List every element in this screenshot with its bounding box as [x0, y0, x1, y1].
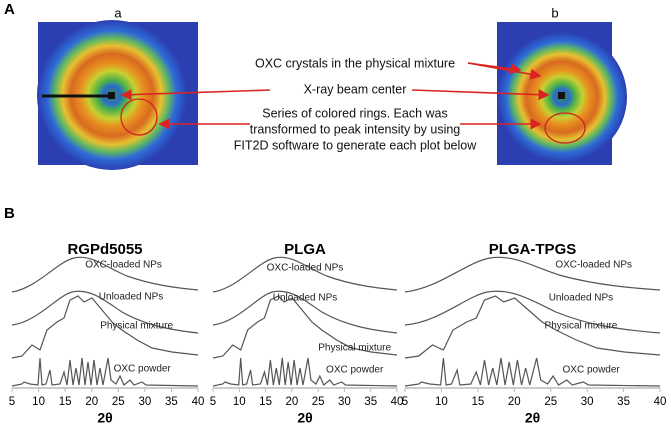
- x-tick-label: 5: [210, 396, 216, 408]
- curve-label: Physical mixture: [100, 321, 173, 332]
- xrd-curve: [404, 357, 661, 387]
- x-tick-label: 40: [391, 396, 404, 408]
- x-tick-label: 20: [508, 396, 521, 408]
- image-label: b: [551, 5, 558, 20]
- x-tick-label: 15: [59, 396, 72, 408]
- image-label: a: [114, 5, 122, 20]
- x-tick-label: 15: [471, 396, 484, 408]
- annotation: Series of colored rings. Each was: [262, 106, 448, 120]
- curve-label: Physical mixture: [318, 343, 391, 354]
- panel-label: B: [4, 205, 15, 222]
- x-tick-label: 25: [312, 396, 325, 408]
- x-axis-label: 2θ: [525, 410, 540, 425]
- x-tick-label: 10: [32, 396, 45, 408]
- beam-center: [558, 92, 565, 99]
- annotation: transformed to peak intensity by using: [250, 122, 461, 136]
- ring-highlight: [544, 112, 586, 144]
- x-tick-label: 25: [544, 396, 557, 408]
- curve-label: OXC-loaded NPs: [85, 260, 162, 271]
- x-axis-label: 2θ: [97, 410, 112, 425]
- x-tick-label: 10: [233, 396, 246, 408]
- x-tick-label: 40: [654, 396, 667, 408]
- curve-label: Unloaded NPs: [273, 293, 337, 304]
- xrd-plots: RGPd5055 OXC-loaded NPs Unloaded NPs Physic…: [9, 241, 667, 426]
- annotation: FIT2D software to generate each plot bel…: [234, 138, 477, 152]
- arrows: [120, 62, 550, 130]
- curve-label: OXC-loaded NPs: [267, 263, 344, 274]
- curve-label: Unloaded NPs: [549, 293, 613, 304]
- x-tick-label: 35: [617, 396, 630, 408]
- ring-highlight: [120, 98, 158, 136]
- plot-title: PLGA: [284, 241, 326, 258]
- curve-label: OXC powder: [563, 365, 621, 376]
- x-tick-label: 40: [192, 396, 205, 408]
- curve-label: OXC powder: [114, 364, 172, 375]
- x-tick-label: 20: [285, 396, 298, 408]
- x-tick-label: 10: [435, 396, 448, 408]
- xrd-curve: [404, 290, 661, 334]
- x-tick-label: 35: [165, 396, 178, 408]
- x-tick-label: 25: [112, 396, 125, 408]
- x-tick-label: 20: [85, 396, 98, 408]
- x-tick-label: 5: [9, 396, 15, 408]
- x-tick-label: 30: [138, 396, 151, 408]
- x-tick-label: 35: [364, 396, 377, 408]
- x-axis-label: 2θ: [297, 410, 312, 425]
- curve-label: OXC powder: [326, 365, 384, 376]
- curve-label: OXC-loaded NPs: [555, 260, 632, 271]
- x-tick-label: 15: [259, 396, 272, 408]
- panel-label: A: [4, 1, 15, 18]
- plot-title: RGPd5055: [67, 241, 142, 258]
- x-tick-label: 30: [581, 396, 594, 408]
- x-tick-label: 5: [402, 396, 408, 408]
- beam-center: [108, 92, 115, 99]
- annotation: X-ray beam center: [304, 82, 407, 96]
- curve-label: Physical mixture: [545, 321, 618, 332]
- plot-title: PLGA-TPGS: [489, 241, 577, 258]
- curve-label: Unloaded NPs: [99, 292, 163, 303]
- x-tick-label: 30: [338, 396, 351, 408]
- xrd-curve: [404, 295, 661, 359]
- annotation: OXC crystals in the physical mixture: [255, 56, 455, 70]
